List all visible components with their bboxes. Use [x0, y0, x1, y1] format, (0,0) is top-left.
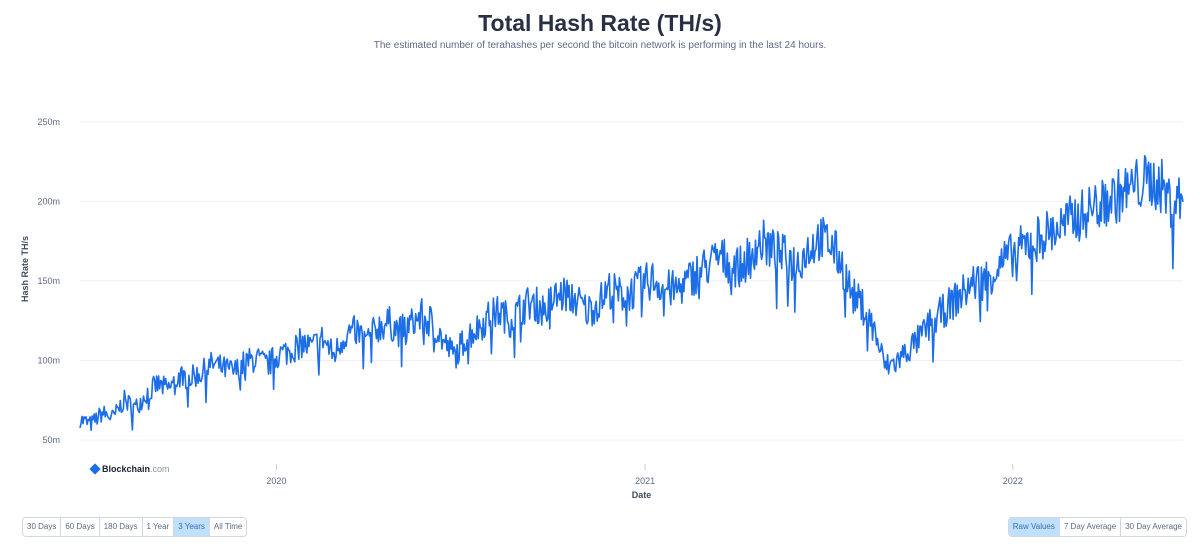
range-button-180-days[interactable]: 180 Days [99, 518, 143, 536]
y-tick-label: 50m [42, 435, 60, 445]
hash-rate-series-line [79, 154, 1184, 431]
x-tick-label: 2022 [1003, 476, 1023, 486]
y-axis-title: Hash Rate TH/s [20, 236, 30, 302]
mode-button-30-day-average[interactable]: 30 Day Average [1121, 518, 1186, 536]
blockchain-logo-icon [89, 463, 101, 475]
time-range-selector: 30 Days 60 Days 180 Days 1 Year 3 Years … [22, 517, 248, 537]
x-tick-label: 2020 [266, 476, 286, 486]
range-button-all-time[interactable]: All Time [209, 518, 247, 536]
watermark-suffix: .com [150, 464, 170, 474]
chart-title: Total Hash Rate (TH/s) [478, 10, 722, 36]
x-axis-title: Date [632, 490, 652, 500]
value-mode-selector: Raw Values 7 Day Average 30 Day Average [1007, 517, 1187, 537]
range-button-30-days[interactable]: 30 Days [23, 518, 62, 536]
x-tick-label: 2021 [635, 476, 655, 486]
y-tick-label: 250m [37, 117, 60, 127]
blockchain-watermark: Blockchain.com [89, 463, 170, 475]
mode-button-7-day-average[interactable]: 7 Day Average [1059, 518, 1122, 536]
range-button-3-years[interactable]: 3 Years [174, 518, 210, 536]
watermark-brand: Blockchain [102, 464, 151, 474]
chart-subtitle: The estimated number of terahashes per s… [373, 40, 827, 51]
range-button-1-year[interactable]: 1 Year [142, 518, 175, 536]
range-button-60-days[interactable]: 60 Days [61, 518, 100, 536]
y-tick-label: 200m [37, 196, 60, 206]
y-tick-label: 100m [37, 356, 60, 366]
y-tick-label: 150m [37, 276, 60, 286]
mode-button-raw-values[interactable]: Raw Values [1008, 518, 1060, 536]
